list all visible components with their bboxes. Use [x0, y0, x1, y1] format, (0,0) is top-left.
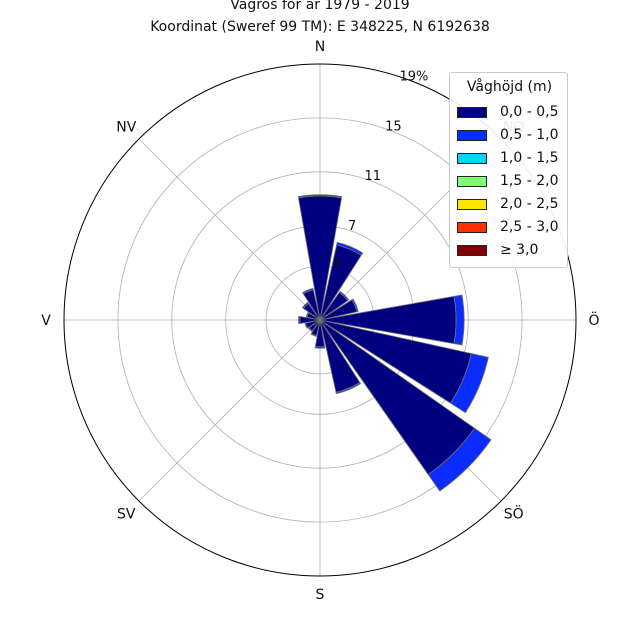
- direction-label: S: [316, 587, 325, 603]
- legend-item: 1,5 - 2,0: [457, 173, 558, 189]
- legend-item: 0,0 - 0,5: [457, 104, 558, 120]
- legend-label: 2,5 - 3,0: [500, 219, 559, 235]
- outer-circle: [63, 63, 577, 577]
- legend-swatch: [457, 152, 487, 164]
- windrose-bar: [314, 346, 326, 349]
- radial-gridline: [171, 171, 469, 469]
- radial-tick-label: 4: [332, 256, 340, 271]
- windrose-bar: [297, 194, 343, 199]
- legend-item: 1,0 - 1,5: [457, 150, 558, 166]
- legend-label: 1,0 - 1,5: [500, 150, 559, 166]
- legend-swatch: [457, 175, 487, 187]
- windrose-bar: [307, 327, 313, 333]
- windrose-bar: [301, 301, 309, 309]
- legend-label: 0,5 - 1,0: [500, 127, 559, 143]
- radial-gridline: [117, 117, 523, 523]
- legend-swatch: [457, 106, 487, 118]
- legend-swatch: [457, 221, 487, 233]
- legend-label: 0,0 - 0,5: [500, 104, 559, 120]
- legend-item: 2,5 - 3,0: [457, 219, 558, 235]
- legend-title: Våghöjd (m): [466, 79, 553, 95]
- radial-tick-label: 15: [385, 119, 402, 134]
- windrose-bar: [450, 353, 489, 414]
- legend-swatch: [457, 198, 487, 210]
- radial-tick-label: 11: [364, 169, 381, 184]
- legend-label: 2,0 - 2,5: [500, 196, 559, 212]
- windrose-bar: [336, 241, 364, 256]
- windrose-bar: [310, 333, 317, 337]
- windrose-bar: [338, 290, 350, 302]
- angular-gridline: [138, 319, 321, 502]
- direction-label: Ö: [588, 311, 599, 329]
- legend-item: ≥ 3,0: [457, 242, 538, 258]
- windrose-bar: [335, 381, 362, 395]
- legend-label: ≥ 3,0: [500, 242, 539, 258]
- legend: Våghöjd (m) 0,0 - 0,5 0,5 - 1,0 1,0 - 1,…: [449, 72, 568, 268]
- chart-subtitle: Koordinat (Sweref 99 TM): E 348225, N 61…: [150, 19, 490, 35]
- windrose-bar: [298, 315, 301, 325]
- angular-gridline: [138, 138, 321, 321]
- direction-label: N: [315, 39, 325, 55]
- legend-item: 0,5 - 1,0: [457, 127, 558, 143]
- windrose-bar: [427, 427, 492, 492]
- legend-swatch: [457, 244, 487, 256]
- radial-tick-label: 7: [348, 219, 356, 234]
- windrose-bar: [305, 311, 310, 318]
- direction-label: NV: [116, 119, 136, 135]
- direction-label: V: [41, 313, 51, 329]
- windrose-bar: [302, 287, 314, 295]
- direction-label: SV: [117, 507, 136, 523]
- legend-swatch: [457, 129, 487, 141]
- windrose-bar: [351, 298, 359, 313]
- windrose-bar: [453, 294, 465, 346]
- windrose-bar: [304, 322, 309, 329]
- direction-label: SÖ: [504, 505, 524, 523]
- legend-label: 1,5 - 2,0: [500, 173, 559, 189]
- legend-item: 2,0 - 2,5: [457, 196, 558, 212]
- radial-tick-label: 19%: [400, 69, 429, 84]
- chart-title: Vågros för år 1979 - 2019: [230, 0, 410, 13]
